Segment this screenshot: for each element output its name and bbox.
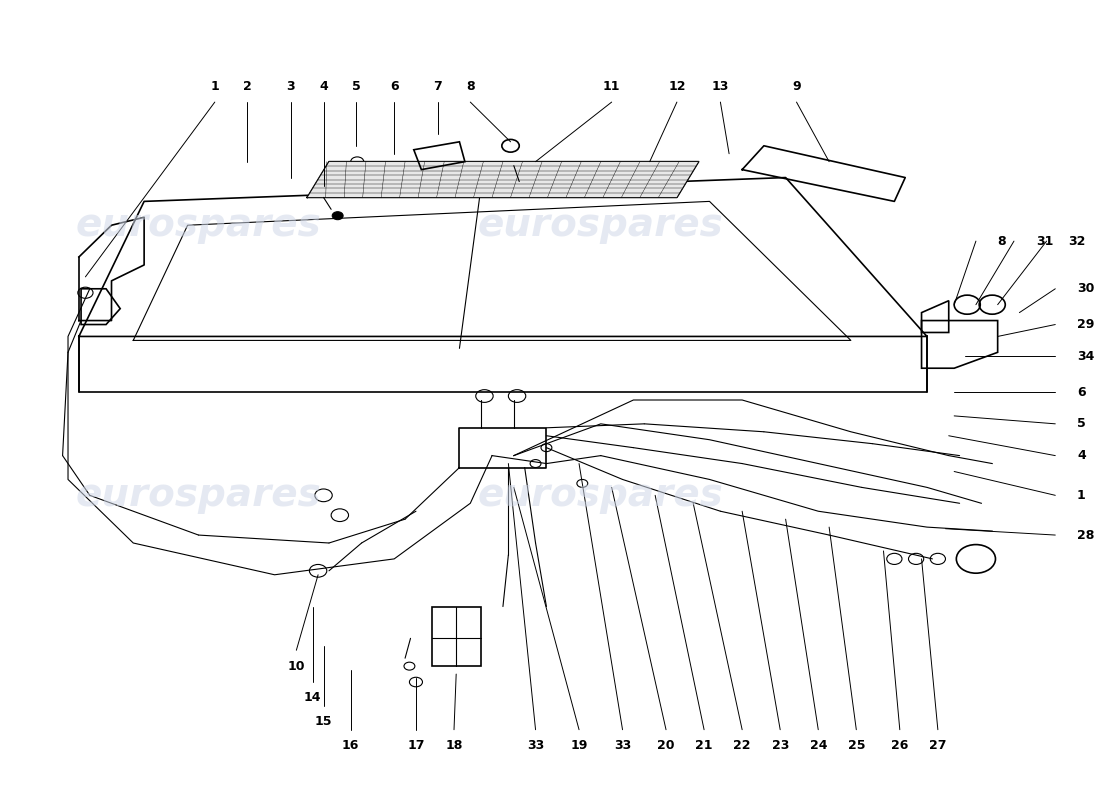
Text: eurospares: eurospares — [76, 206, 321, 244]
Text: 6: 6 — [389, 80, 398, 93]
Circle shape — [332, 212, 343, 220]
Text: 10: 10 — [287, 660, 305, 673]
Text: 18: 18 — [446, 739, 463, 752]
Text: 23: 23 — [771, 739, 789, 752]
Text: 4: 4 — [1077, 449, 1086, 462]
Text: eurospares: eurospares — [477, 476, 724, 514]
Text: 2: 2 — [243, 80, 252, 93]
Text: 1: 1 — [1077, 489, 1086, 502]
Text: 12: 12 — [668, 80, 685, 93]
Circle shape — [530, 459, 541, 467]
Text: 20: 20 — [658, 739, 674, 752]
Text: 33: 33 — [614, 739, 631, 752]
Text: eurospares: eurospares — [477, 206, 724, 244]
Text: 1: 1 — [210, 80, 219, 93]
Text: 30: 30 — [1077, 282, 1094, 295]
Text: 32: 32 — [1068, 234, 1086, 248]
Text: 7: 7 — [433, 80, 442, 93]
Text: 15: 15 — [315, 715, 332, 728]
Circle shape — [541, 444, 552, 452]
Text: 3: 3 — [287, 80, 295, 93]
Text: 11: 11 — [603, 80, 620, 93]
Text: 5: 5 — [1077, 418, 1086, 430]
Text: 28: 28 — [1077, 529, 1094, 542]
Text: 13: 13 — [712, 80, 729, 93]
Polygon shape — [307, 162, 698, 198]
Text: 21: 21 — [695, 739, 713, 752]
Text: 24: 24 — [810, 739, 827, 752]
Text: 22: 22 — [734, 739, 751, 752]
Text: 5: 5 — [352, 80, 361, 93]
Text: 29: 29 — [1077, 318, 1094, 331]
Text: 4: 4 — [319, 80, 328, 93]
Text: 34: 34 — [1077, 350, 1094, 363]
Text: 27: 27 — [930, 739, 947, 752]
Text: 9: 9 — [792, 80, 801, 93]
Text: 6: 6 — [1077, 386, 1086, 398]
Text: eurospares: eurospares — [76, 476, 321, 514]
Text: 17: 17 — [407, 739, 425, 752]
Circle shape — [404, 662, 415, 670]
Text: 16: 16 — [342, 739, 360, 752]
Circle shape — [576, 479, 587, 487]
Text: 8: 8 — [466, 80, 474, 93]
Text: 25: 25 — [848, 739, 865, 752]
Text: 19: 19 — [571, 739, 587, 752]
Text: 14: 14 — [304, 691, 321, 705]
Text: 31: 31 — [1036, 234, 1053, 248]
Text: 33: 33 — [527, 739, 544, 752]
Text: 26: 26 — [891, 739, 909, 752]
Text: 8: 8 — [998, 234, 1006, 248]
